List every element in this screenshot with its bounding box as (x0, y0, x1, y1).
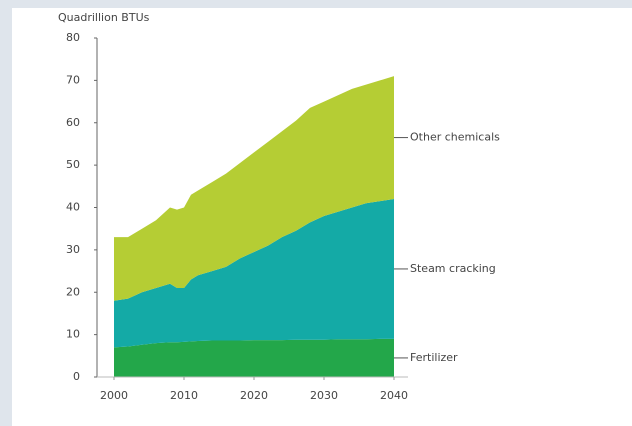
y-tick-label: 70 (66, 73, 80, 86)
y-tick-label: 60 (66, 116, 80, 129)
y-axis-label: Quadrillion BTUs (58, 11, 150, 24)
x-tick-label: 2020 (240, 389, 268, 402)
x-tick-label: 2030 (310, 389, 338, 402)
series-label: Fertilizer (410, 351, 458, 364)
y-tick-label: 20 (66, 285, 80, 298)
area (114, 76, 394, 301)
y-tick-label: 30 (66, 243, 80, 256)
area (114, 338, 394, 377)
y-tick-label: 50 (66, 158, 80, 171)
x-tick-label: 2040 (380, 389, 408, 402)
y-tick-label: 10 (66, 328, 80, 341)
series-label: Other chemicals (410, 131, 500, 144)
x-tick-label: 2010 (170, 389, 198, 402)
series-label: Steam cracking (410, 262, 496, 275)
y-tick-label: 80 (66, 31, 80, 44)
area (114, 199, 394, 348)
x-tick-label: 2000 (100, 389, 128, 402)
y-tick-label: 0 (73, 370, 80, 383)
y-tick-label: 40 (66, 201, 80, 214)
